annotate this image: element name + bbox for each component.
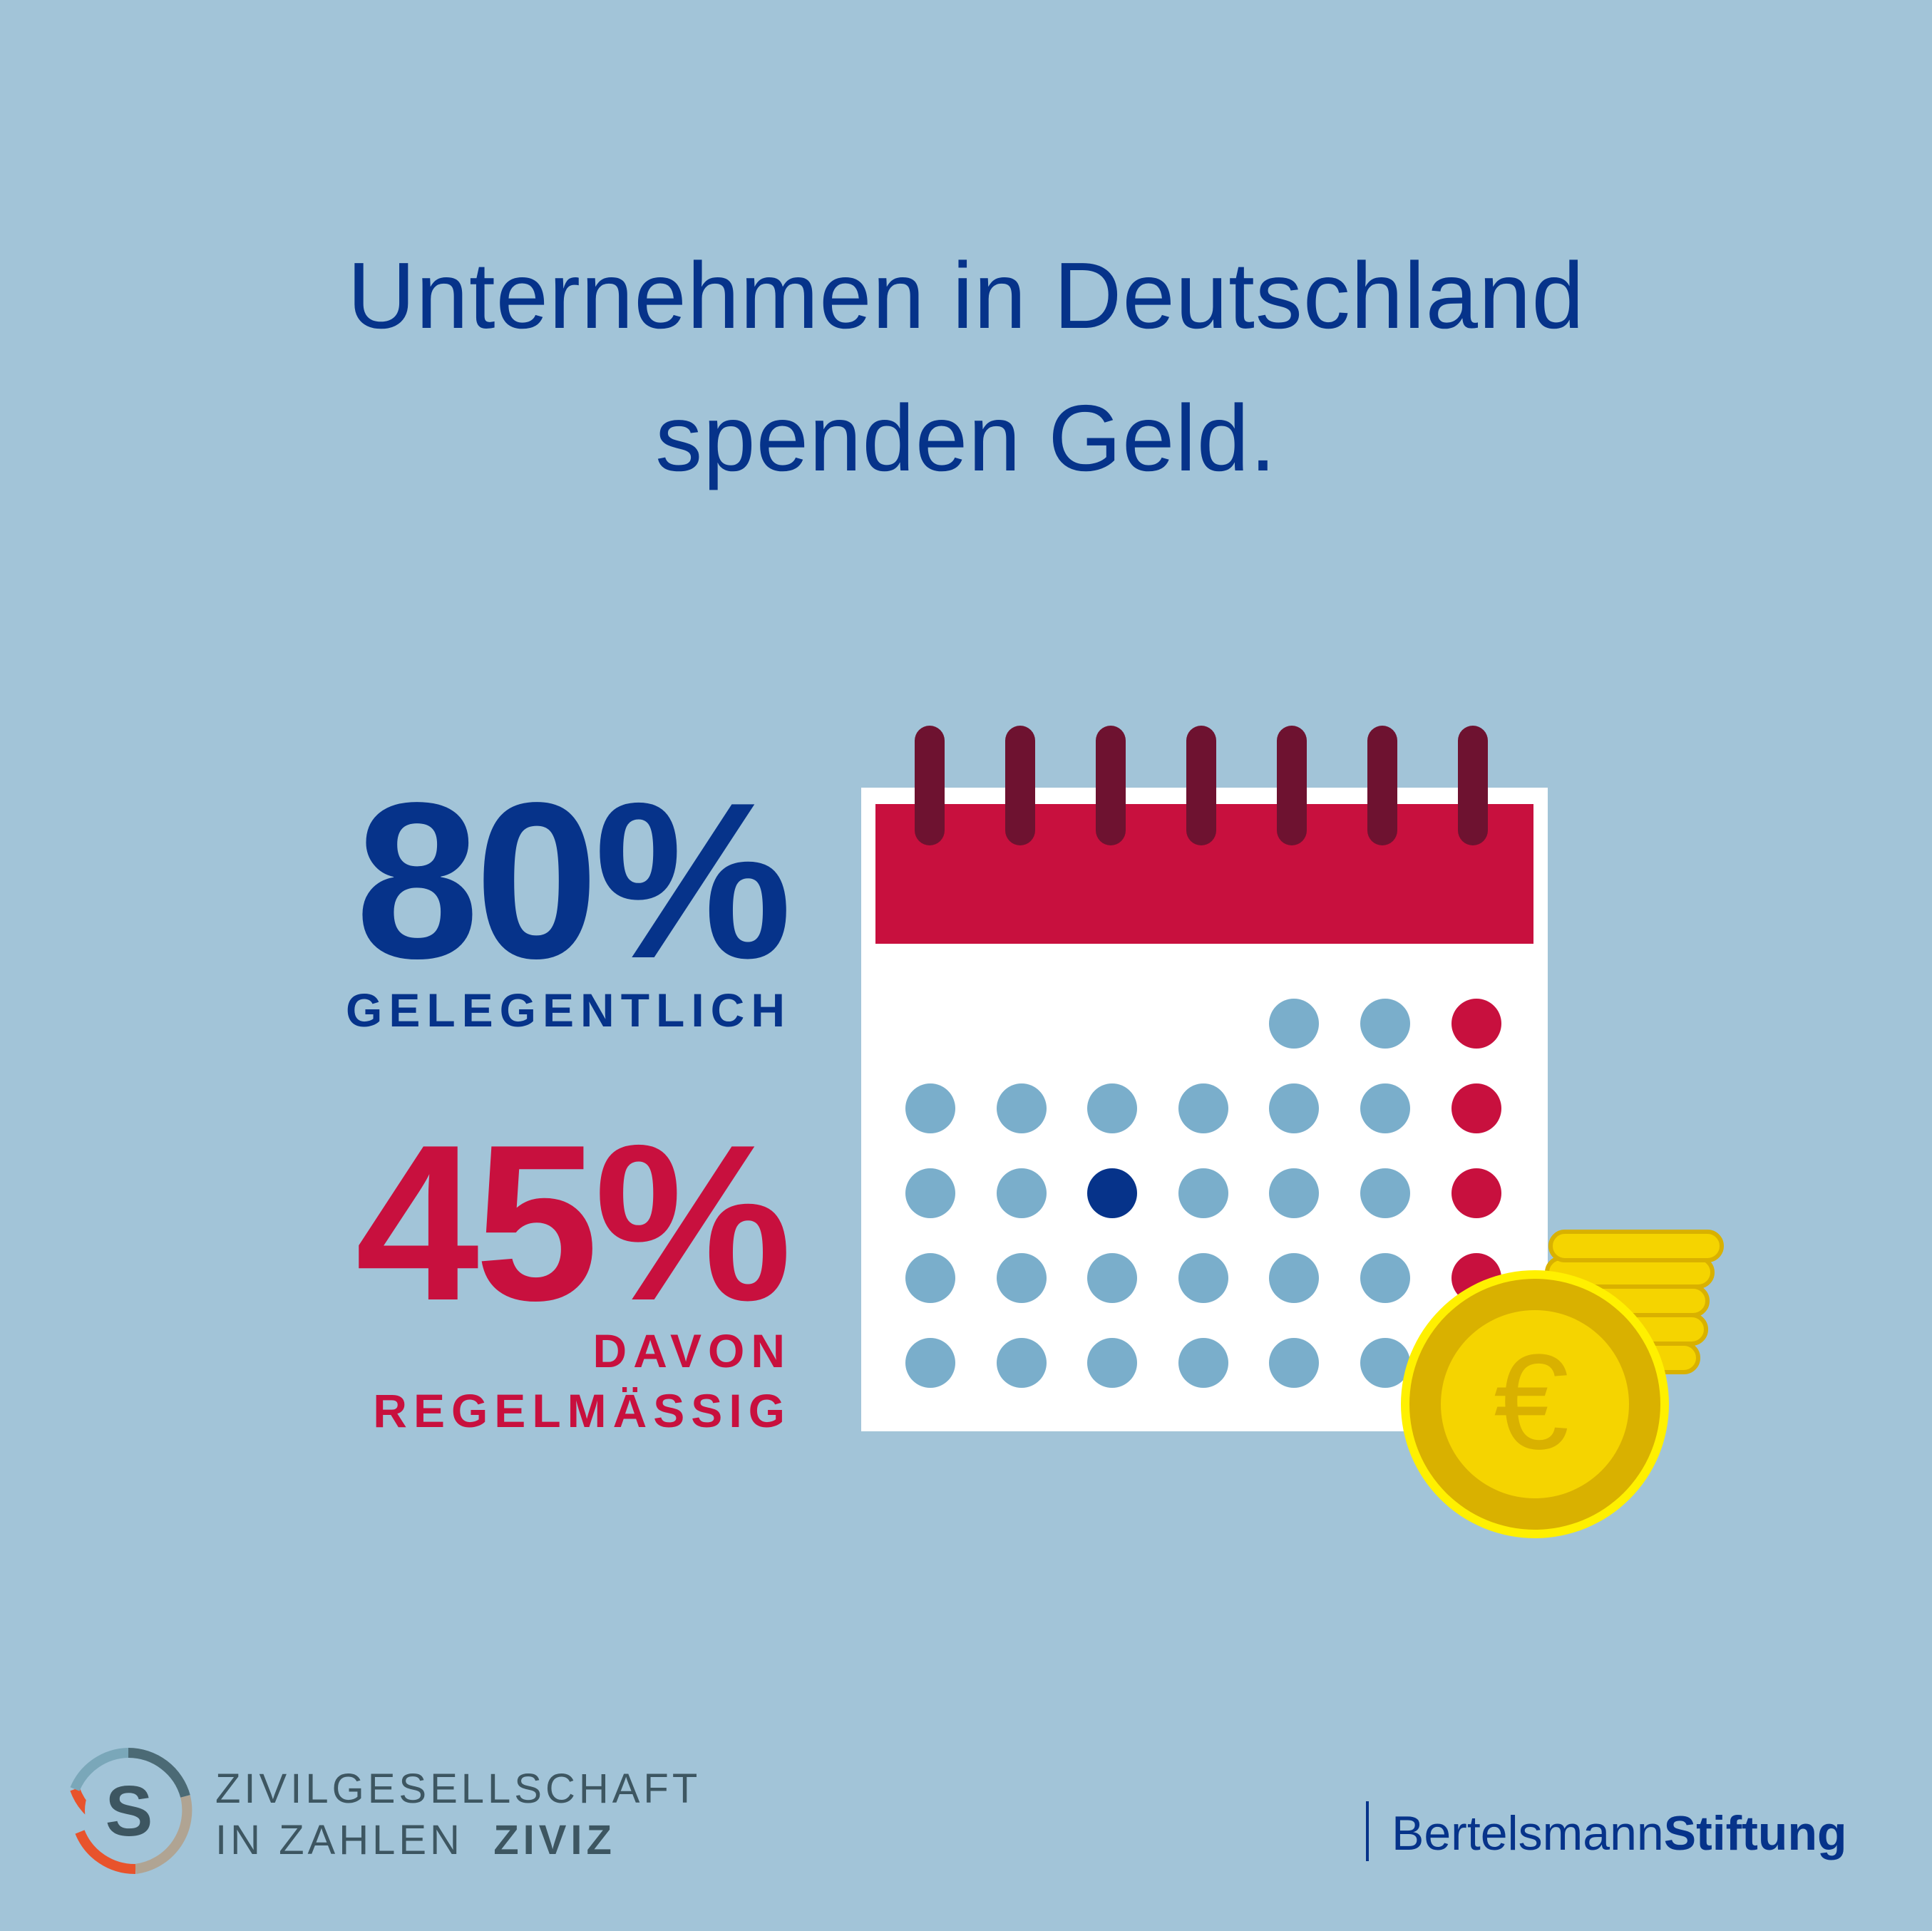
stat-regular-label-line-2: REGELMÄSSIG	[373, 1384, 791, 1437]
ziviz-line-2: IN ZAHLEN ZIVIZ	[215, 1815, 701, 1866]
ziviz-line-1: ZIVILGESELLSCHAFT	[215, 1766, 702, 1812]
bertelsmann-logo-bar	[1366, 1801, 1369, 1861]
headline-line-1: Unternehmen in Deutschland	[347, 243, 1585, 348]
stat-regular-value: 45%	[355, 1099, 792, 1347]
euro-coin-icon: €	[1401, 1270, 1669, 1538]
stat-regular-label-line-1: DAVON	[592, 1324, 791, 1377]
ziviz-logo-letter: S	[106, 1771, 153, 1851]
calendar-dots	[905, 999, 1501, 1388]
bertelsmann-logo: BertelsmannStiftung	[1392, 1805, 1847, 1862]
ziviz-wordmark: ZIVILGESELLSCHAFT IN ZAHLEN ZIVIZ	[215, 1763, 701, 1866]
calendar-icon	[861, 726, 1548, 1431]
bertelsmann-regular: Bertelsmann	[1392, 1806, 1664, 1860]
ziviz-line-2-text: IN ZAHLEN	[215, 1817, 463, 1863]
calendar-rings	[915, 726, 1488, 845]
bertelsmann-bold: Stiftung	[1663, 1806, 1847, 1860]
ziviz-short-name: ZIVIZ	[493, 1817, 616, 1863]
euro-symbol: €	[1494, 1327, 1569, 1478]
stat-occasional-value: 80%	[355, 757, 792, 1005]
stat-occasional-label: GELEGENTLICH	[345, 984, 791, 1036]
headline-line-2: spenden Geld.	[655, 386, 1277, 490]
stat-regular-label: DAVON REGELMÄSSIG	[373, 1321, 791, 1441]
headline: Unternehmen in Deutschland spenden Geld.	[0, 225, 1932, 510]
ziviz-logo-icon: S	[70, 1748, 192, 1875]
